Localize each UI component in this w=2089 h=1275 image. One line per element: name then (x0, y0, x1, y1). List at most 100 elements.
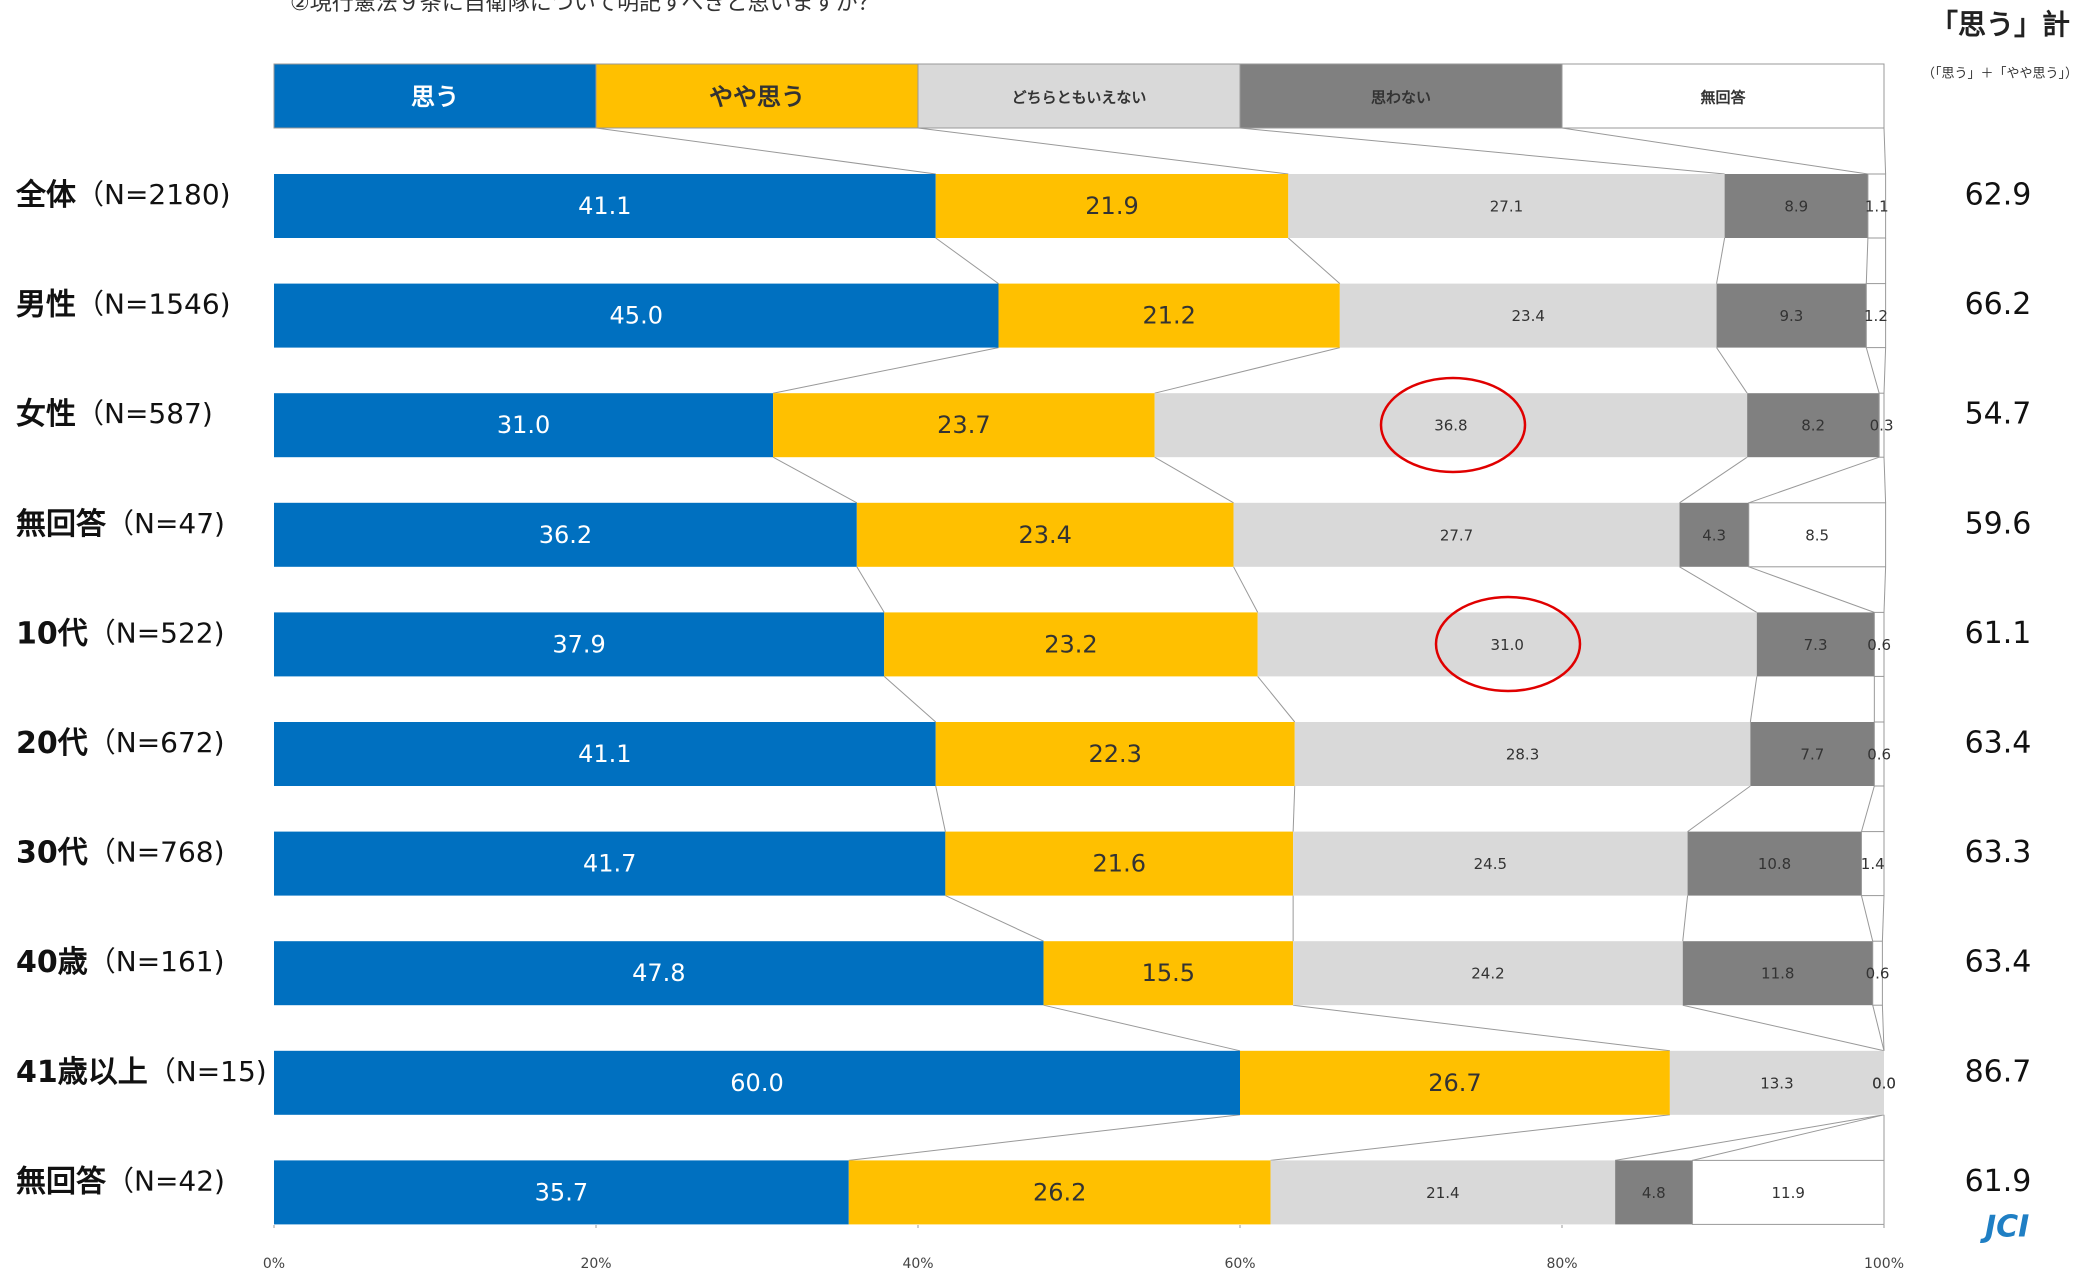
data-label: 31.0 (1491, 636, 1524, 654)
data-label: 13.3 (1760, 1074, 1793, 1092)
connector (1748, 566, 1875, 613)
connector (1292, 785, 1296, 832)
bar-segment (1873, 611, 1885, 677)
category-name: 30代 (16, 835, 88, 870)
legend-swatch (1561, 63, 1885, 129)
bar-segment (1747, 393, 1880, 458)
data-label: 26.7 (1428, 1069, 1481, 1097)
data-label: 41.1 (578, 192, 631, 220)
data-label: 36.2 (539, 521, 592, 549)
category-name: 無回答 (16, 506, 107, 541)
category-name: 20代 (16, 726, 88, 761)
category-label: 女性（N=587) (16, 397, 213, 432)
bar-segment (274, 1050, 1240, 1115)
bar-segment (274, 393, 774, 458)
bar-segment (945, 831, 1294, 896)
bar-segment (274, 502, 857, 567)
data-label: 23.4 (1018, 521, 1071, 549)
category-name: 無回答 (16, 1164, 107, 1199)
total-value: 63.4 (1965, 945, 2032, 980)
total-value: 62.9 (1965, 178, 2032, 213)
bar-segment (1669, 1050, 1884, 1115)
connector (1682, 895, 1689, 942)
category-name: 男性 (16, 287, 76, 322)
legend-label: 無回答 (1700, 89, 1746, 107)
connector (772, 456, 858, 504)
connector (1679, 456, 1748, 504)
connector (1239, 127, 1725, 175)
bar-segment (1867, 173, 1887, 239)
bar-segment (1233, 502, 1680, 567)
category-label: 40歳（N=161) (16, 945, 225, 980)
bar-segment (1687, 831, 1862, 896)
data-label: 15.5 (1142, 959, 1195, 987)
connector (945, 895, 1044, 942)
bar-segment (1293, 831, 1688, 896)
category-n: （N=42) (106, 1164, 225, 1197)
legend-label: 思う (411, 83, 459, 111)
bar-segment (274, 174, 936, 238)
bar-segment (998, 283, 1340, 348)
connector (1749, 676, 1758, 723)
connector (1687, 785, 1751, 833)
bar-segment (1748, 502, 1887, 568)
category-n: （N=522) (88, 616, 225, 649)
total-value: 63.3 (1965, 835, 2032, 870)
data-label: 26.2 (1033, 1178, 1086, 1206)
legend-swatch (595, 63, 919, 129)
category-n: （N=587) (76, 397, 213, 430)
data-label: 0.6 (1867, 636, 1891, 654)
bar-segment (274, 722, 936, 786)
data-label: 7.7 (1800, 746, 1824, 764)
total-title: 「思う」計 (1930, 8, 2070, 41)
connector (1257, 676, 1296, 723)
connector (1043, 1004, 1241, 1052)
connector (848, 1114, 1241, 1161)
connector (1881, 1005, 1885, 1051)
data-label: 22.3 (1089, 740, 1142, 768)
data-label: 21.2 (1142, 302, 1195, 330)
bar-segment (856, 502, 1234, 567)
highlight-circle (1434, 595, 1582, 693)
bar-segment (1679, 502, 1749, 567)
data-label: 0.0 (1872, 1074, 1896, 1092)
category-label: 無回答（N=47) (16, 506, 225, 541)
bar-segment (1872, 940, 1883, 1006)
data-label: 4.8 (1642, 1184, 1666, 1202)
category-name: 10代 (16, 616, 88, 651)
bar-segment (884, 612, 1258, 677)
legend-swatch (1239, 63, 1563, 129)
data-label: 21.4 (1426, 1184, 1459, 1202)
connector (1270, 1114, 1670, 1161)
data-label: 0.6 (1867, 746, 1891, 764)
connector (1865, 347, 1880, 394)
bar-segment (1240, 1050, 1670, 1115)
category-n: （N=1546) (76, 288, 231, 321)
data-label: 7.3 (1804, 636, 1828, 654)
bar-segment (1756, 612, 1875, 677)
connector (1716, 237, 1726, 284)
category-name: 40歳 (16, 945, 88, 980)
total-value: 61.9 (1965, 1164, 2032, 1199)
bar-segment (935, 174, 1289, 238)
data-label: 60.0 (730, 1069, 783, 1097)
bar-segment (1293, 941, 1683, 1006)
connector (1233, 566, 1259, 613)
connector (1883, 127, 1887, 175)
x-tick-label: 40% (902, 1256, 933, 1272)
data-label: 31.0 (497, 411, 550, 439)
bar-segment (935, 722, 1295, 786)
bar-segment (1750, 722, 1875, 786)
bar-segment (773, 393, 1155, 458)
legend-swatch (273, 63, 597, 129)
bar-segment (1724, 174, 1868, 238)
bar-segment (1294, 722, 1751, 786)
x-tick-label: 80% (1546, 1256, 1577, 1272)
total-value: 59.6 (1965, 506, 2032, 541)
category-n: （N=2180) (76, 178, 231, 211)
data-label: 23.4 (1511, 307, 1544, 325)
connector (1561, 127, 1868, 175)
data-label: 0.0 (1872, 1074, 1896, 1092)
data-label: 1.2 (1864, 307, 1888, 325)
